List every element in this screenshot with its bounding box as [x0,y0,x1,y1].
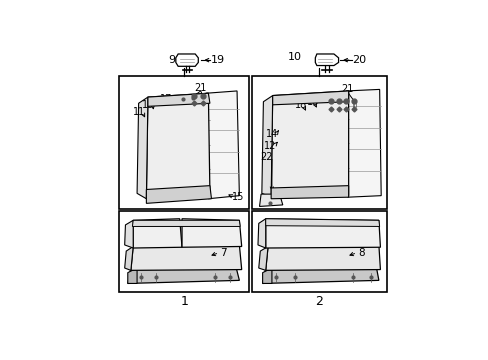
Bar [119,76,249,209]
Text: 9: 9 [168,55,175,65]
Polygon shape [205,91,239,199]
Polygon shape [270,91,348,197]
Text: 8: 8 [358,248,365,258]
Polygon shape [124,247,133,270]
Polygon shape [131,245,241,270]
Text: 11: 11 [132,108,144,117]
Polygon shape [133,219,182,248]
Polygon shape [137,97,148,199]
Polygon shape [146,186,211,203]
Polygon shape [132,220,240,226]
Polygon shape [315,54,338,66]
Text: 10: 10 [287,52,302,62]
Polygon shape [182,219,241,247]
Polygon shape [265,219,379,226]
Polygon shape [262,268,271,283]
Text: 7: 7 [220,248,227,258]
Text: 19: 19 [210,55,224,65]
Text: 6: 6 [358,235,365,244]
Polygon shape [148,93,209,106]
Polygon shape [127,268,137,283]
Polygon shape [346,89,381,197]
Polygon shape [259,194,282,206]
Text: 18: 18 [295,100,307,110]
Polygon shape [270,186,348,199]
Bar [251,76,386,209]
Bar [251,211,386,292]
Polygon shape [146,93,209,199]
Text: 2: 2 [315,294,323,308]
Text: 3: 3 [220,221,227,231]
Polygon shape [258,247,267,270]
Text: 13: 13 [142,100,154,110]
Text: 22: 22 [260,152,272,162]
Text: 21: 21 [341,84,353,94]
Text: 16: 16 [306,97,319,107]
Text: 4: 4 [358,221,365,231]
Text: 20: 20 [351,55,365,65]
Text: 1: 1 [180,294,188,308]
Text: 14: 14 [265,129,278,139]
Polygon shape [261,95,272,197]
Polygon shape [124,220,133,248]
Polygon shape [265,245,380,270]
Text: 21: 21 [194,83,206,93]
Text: 17: 17 [159,94,172,104]
Text: 15: 15 [231,192,244,202]
Text: 12: 12 [264,141,276,150]
Polygon shape [176,54,198,66]
Bar [119,211,249,292]
Polygon shape [127,268,239,283]
Polygon shape [258,219,265,248]
Text: 5: 5 [220,235,227,244]
Polygon shape [265,219,380,248]
Polygon shape [272,91,348,105]
Polygon shape [262,268,378,283]
